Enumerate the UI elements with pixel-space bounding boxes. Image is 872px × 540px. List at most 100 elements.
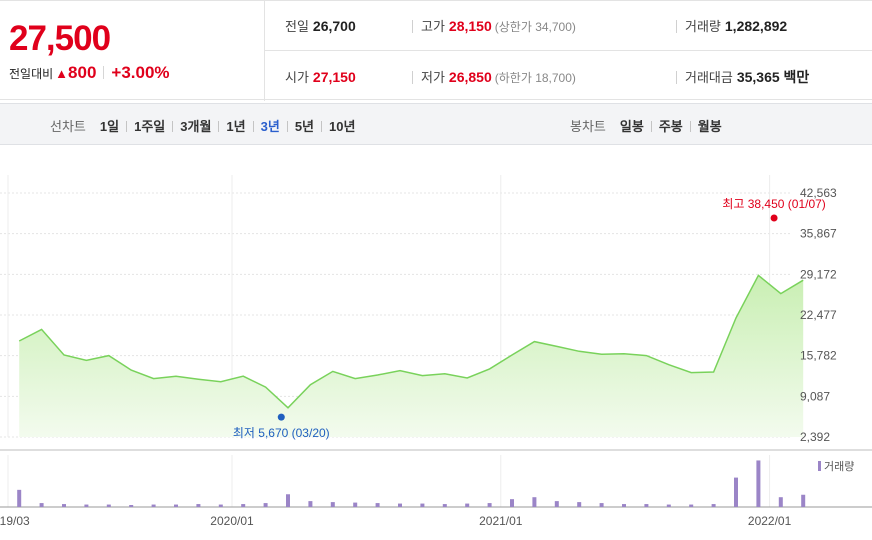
y-tick-label: 35,867: [800, 227, 837, 241]
volume-bar: [666, 504, 671, 507]
volume-bar: [106, 504, 111, 507]
divider: [412, 20, 413, 33]
y-tick-label: 15,782: [800, 349, 837, 363]
divider: [676, 71, 677, 84]
trade-value-label: 거래대금: [685, 70, 733, 85]
volume-bar: [39, 503, 44, 507]
divider: [103, 66, 105, 79]
volume-bar: [241, 504, 246, 507]
volume-bar: [17, 489, 22, 507]
volume-bar: [756, 460, 761, 507]
open-label: 시가: [285, 70, 309, 85]
volume-bar: [353, 502, 358, 507]
quote-stats: 전일 26,700 시가 27,150 고가 28,150 (상한가 34,700) 저…: [265, 1, 872, 101]
volume-bar: [487, 503, 492, 507]
prev-close-value: 26,700: [312, 18, 356, 34]
candle-period-list: 일봉 주봉 월봉: [620, 119, 722, 134]
y-tick-label: 9,087: [800, 389, 830, 403]
volume-bar: [62, 504, 66, 507]
divider: [252, 121, 254, 132]
volume-bar: [286, 494, 290, 507]
price-area-fill: [19, 275, 804, 437]
current-price: 27,500: [9, 19, 111, 58]
candle-period-button-2[interactable]: 주봉: [658, 119, 683, 134]
period-button-4[interactable]: 1년: [226, 119, 246, 134]
min-marker: [277, 413, 285, 421]
divider: [286, 121, 288, 132]
volume-bar: [196, 504, 201, 507]
day-high: 고가 28,150 (상한가 34,700): [412, 16, 576, 35]
candle-period-button-1[interactable]: 일봉: [619, 119, 644, 134]
annotations: 최고 38,450 (01/07) 최저 5,670 (03/20): [233, 197, 826, 440]
divider: [689, 121, 691, 132]
day-low: 저가 26,850 (하한가 18,700): [412, 67, 576, 86]
x-tick-label: 2019/03: [0, 514, 30, 528]
line-chart-label: 선차트: [50, 119, 86, 134]
volume-bar: [308, 501, 313, 507]
volume-bar: [330, 502, 335, 507]
volume-bar: [801, 494, 806, 507]
divider: [218, 121, 220, 132]
volume-bar: [398, 503, 402, 507]
volume-bar: [689, 504, 694, 507]
price-line: [18, 274, 804, 409]
trade-value-value: 35,365 백만: [736, 69, 810, 85]
change-percent: +3.00%: [111, 63, 170, 82]
divider: [265, 50, 872, 51]
volume-bar: [129, 505, 134, 507]
divider: [650, 121, 652, 132]
day-high-label: 고가: [421, 19, 445, 34]
open: 시가 27,150: [285, 67, 356, 86]
candle-chart-label: 봉차트: [570, 119, 606, 134]
divider: [676, 20, 677, 33]
lower-limit: (하한가 18,700): [494, 71, 576, 85]
quote-summary: 27,500 전일대비 ▲800 +3.00% 전일 26,700 시가 27,150 …: [0, 0, 872, 101]
candle-chart-periods: 봉차트 일봉 주봉 월봉: [570, 116, 722, 135]
line-period-list: 1일 1주일 3개월 1년 3년 5년 10년: [100, 119, 356, 134]
line-chart-periods: 선차트 1일 1주일 3개월 1년 3년 5년 10년: [50, 116, 355, 135]
open-value: 27,150: [312, 69, 356, 85]
price-chart: 거래량 42,563 35,867 29,172 22,477 15,782 9,087 2…: [0, 175, 872, 528]
day-low-label: 저가: [421, 70, 445, 85]
period-button-2[interactable]: 1주일: [134, 119, 166, 134]
y-tick-label: 2,392: [800, 430, 830, 444]
volume-value: 1,282,892: [724, 18, 788, 34]
change-row: 전일대비 ▲800 +3.00%: [9, 63, 170, 83]
volume-bar: [577, 502, 582, 507]
y-tick-label: 29,172: [800, 267, 837, 281]
volume-bar: [263, 503, 268, 507]
upper-limit: (상한가 34,700): [494, 20, 576, 34]
volume-bar: [622, 504, 626, 507]
volume-bar: [778, 497, 783, 507]
x-tick-label: 2022/01: [748, 514, 792, 528]
max-label: 최고 38,450 (01/07): [722, 197, 825, 211]
volume-bar: [734, 477, 738, 507]
y-tick-label: 22,477: [800, 308, 837, 322]
period-button-7[interactable]: 10년: [329, 119, 356, 134]
volume-bar: [420, 503, 425, 507]
divider: [412, 71, 413, 84]
volume-bar: [510, 499, 514, 507]
volume-label: 거래량: [685, 19, 721, 34]
x-tick-label: 2020/01: [210, 514, 254, 528]
candle-period-button-3[interactable]: 월봉: [697, 119, 722, 134]
period-button-6[interactable]: 5년: [294, 119, 315, 134]
volume-bar: [599, 503, 604, 507]
volume: 거래량 1,282,892: [676, 16, 787, 35]
volume-bar: [84, 504, 89, 507]
volume-bar: [174, 504, 178, 507]
y-tick-label: 42,563: [800, 186, 837, 200]
period-button-3[interactable]: 3개월: [180, 119, 212, 134]
volume-bar: [375, 503, 380, 507]
volume-bar: [532, 497, 537, 507]
change-amount: 800: [68, 63, 97, 82]
change-label: 전일대비: [9, 67, 54, 81]
volume-bars: 거래량: [17, 460, 854, 507]
period-button-5[interactable]: 3년: [260, 119, 280, 134]
prev-close: 전일 26,700: [285, 16, 356, 35]
volume-bar: [711, 504, 716, 507]
price-area: [18, 274, 804, 437]
period-button-1[interactable]: 1일: [99, 119, 120, 134]
volume-legend-swatch: [818, 461, 821, 471]
volume-bar: [218, 504, 223, 507]
